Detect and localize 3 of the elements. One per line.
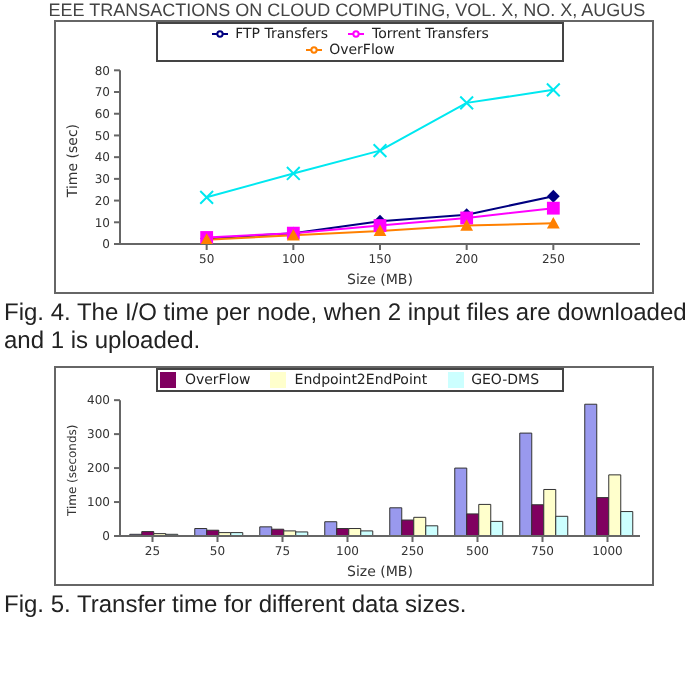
caption: Fig. 5. Transfer time for different data sizes. [4, 590, 469, 618]
text: EEE TRANSACTIONS ON CLOUD COMPUTING, VOL. X, NO. X, AUGUS [46, 0, 648, 20]
caption: Fig. 4. The I/O time per node, when 2 input files are downloaded and 1 is uploaded. [4, 298, 689, 354]
